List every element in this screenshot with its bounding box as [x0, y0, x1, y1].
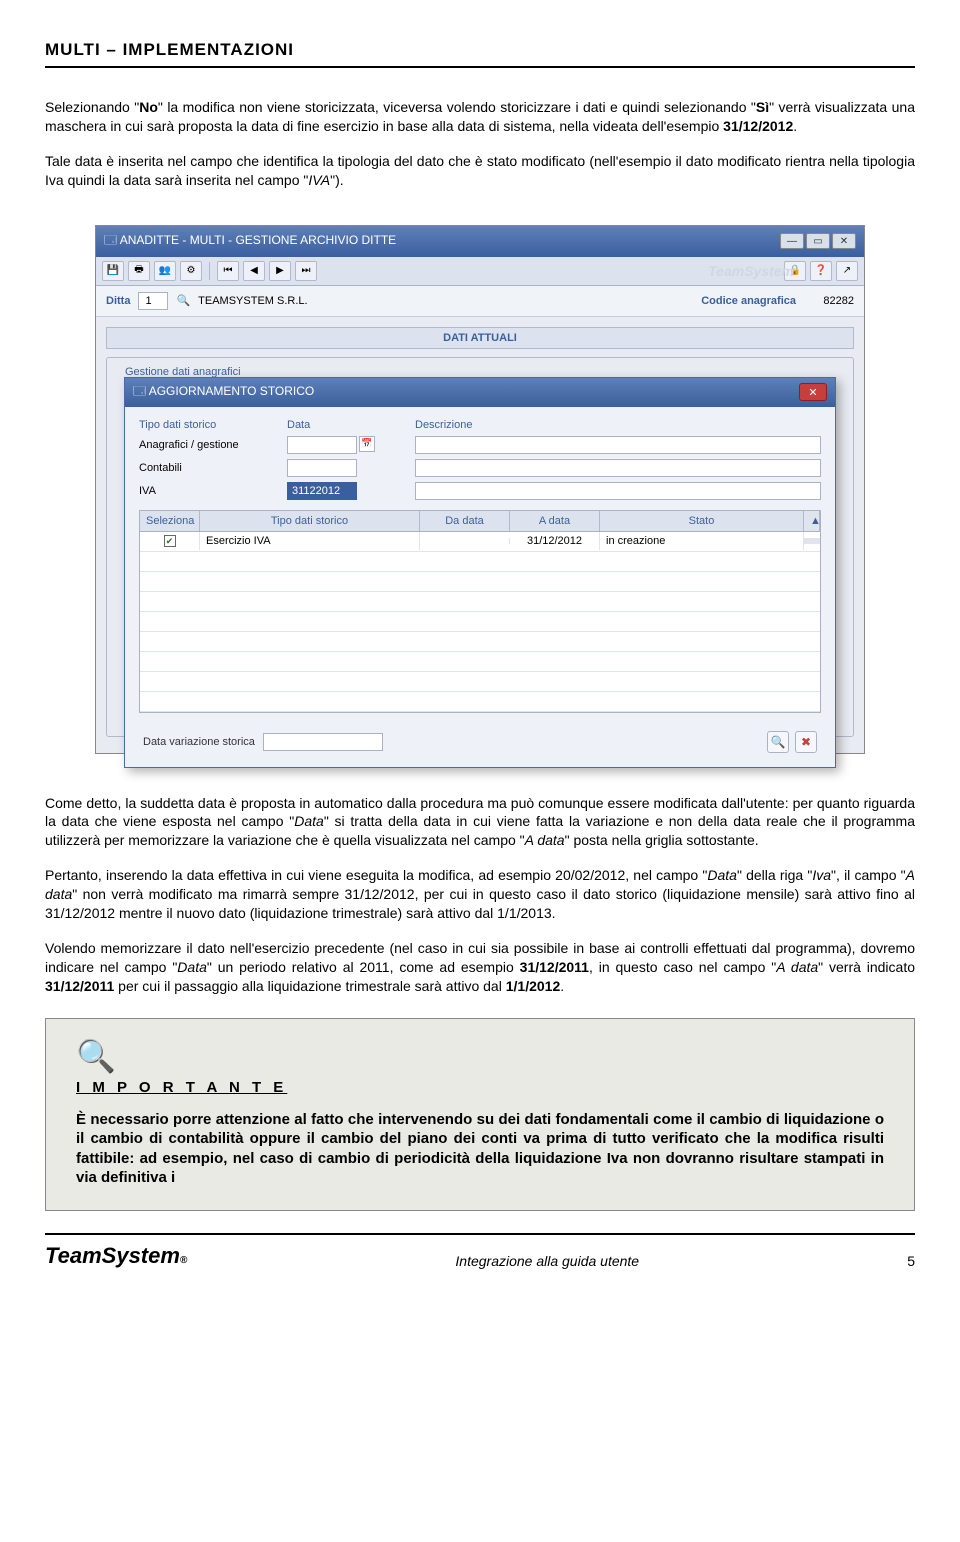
brand-watermark: TeamSystem: [708, 263, 794, 279]
minimize-button[interactable]: —: [780, 233, 804, 249]
important-note: 🔍 I M P O R T A N T E È necessario porre…: [45, 1018, 915, 1211]
footer-center-text: Integrazione alla guida utente: [455, 1253, 639, 1269]
modal-close-button[interactable]: ✕: [799, 383, 827, 401]
note-text: È necessario porre attenzione al fatto c…: [76, 1110, 884, 1188]
close-button[interactable]: ✕: [832, 233, 856, 249]
grid-cell-tipo: Esercizio IVA: [200, 532, 420, 550]
window-title-text: 🗔 ANADITTE - MULTI - GESTIONE ARCHIVIO D…: [104, 231, 396, 252]
row-iva-label: IVA: [139, 485, 279, 497]
tool-icon[interactable]: ⚙: [180, 261, 202, 281]
col-tipo-header: Tipo dati storico: [139, 419, 279, 431]
lookup-icon[interactable]: 🔍: [176, 294, 190, 307]
header-rule: [45, 66, 915, 68]
save-icon[interactable]: 💾: [102, 261, 124, 281]
main-area: DATI ATTUALI Gestione dati anagrafici 🗔 …: [96, 317, 864, 753]
search-button[interactable]: 🔍: [767, 731, 789, 753]
last-icon[interactable]: ⏭: [295, 261, 317, 281]
prev-icon[interactable]: ◀: [243, 261, 265, 281]
row-contabili-label: Contabili: [139, 462, 279, 474]
modal-title-text: 🗔 AGGIORNAMENTO STORICO: [133, 382, 314, 403]
users-icon[interactable]: 👥: [154, 261, 176, 281]
paragraph-3: Come detto, la suddetta data è proposta …: [45, 794, 915, 851]
ditta-name: TEAMSYSTEM S.R.L.: [198, 295, 307, 307]
first-icon[interactable]: ⏮: [217, 261, 239, 281]
footer-logo: TeamSystem®: [45, 1243, 187, 1269]
window-titlebar: 🗔 ANADITTE - MULTI - GESTIONE ARCHIVIO D…: [96, 226, 864, 257]
codice-label: Codice anagrafica: [701, 295, 796, 307]
app-screenshot: 🗔 ANADITTE - MULTI - GESTIONE ARCHIVIO D…: [95, 225, 865, 754]
grid-col-adata: A data: [510, 511, 600, 531]
grid-scroll-up[interactable]: ▲: [804, 511, 820, 531]
col-desc-header: Descrizione: [415, 419, 821, 431]
paragraph-1: Selezionando "No" la modifica non viene …: [45, 98, 915, 136]
modal-dialog: 🗔 AGGIORNAMENTO STORICO ✕ Tipo dati stor…: [124, 377, 836, 768]
anagrafici-data-input[interactable]: [287, 436, 357, 454]
data-variazione-label: Data variazione storica: [143, 736, 255, 748]
page-header: MULTI – IMPLEMENTAZIONI: [45, 40, 915, 60]
grid-cell-adata: 31/12/2012: [510, 532, 600, 550]
print-icon[interactable]: 🖶: [128, 261, 150, 281]
info-bar: Ditta 1 🔍 TEAMSYSTEM S.R.L. Codice anagr…: [96, 286, 864, 317]
grid-row[interactable]: ✔ Esercizio IVA 31/12/2012 in creazione: [140, 532, 820, 552]
toolbar: 💾 🖶 👥 ⚙ ⏮ ◀ ▶ ⏭ TeamSystem 🔒 ❓ ↗: [96, 257, 864, 286]
note-title: I M P O R T A N T E: [76, 1079, 884, 1096]
contabili-data-input[interactable]: [287, 459, 357, 477]
col-data-header: Data: [287, 419, 407, 431]
row-checkbox[interactable]: ✔: [164, 535, 176, 547]
magnifier-icon: 🔍: [76, 1037, 884, 1075]
paragraph-2: Tale data è inserita nel campo che ident…: [45, 152, 915, 190]
help-icon[interactable]: ❓: [810, 261, 832, 281]
history-grid: Seleziona Tipo dati storico Da data A da…: [139, 510, 821, 713]
grid-col-dadata: Da data: [420, 511, 510, 531]
grid-col-seleziona: Seleziona: [140, 511, 200, 531]
iva-data-input[interactable]: 31122012: [287, 482, 357, 500]
grid-cell-dadata: [420, 538, 510, 544]
dati-attuali-header: DATI ATTUALI: [106, 327, 854, 349]
grid-col-tipo: Tipo dati storico: [200, 511, 420, 531]
calendar-icon[interactable]: 📅: [359, 436, 375, 452]
footer-page-number: 5: [907, 1253, 915, 1269]
grid-cell-stato: in creazione: [600, 532, 804, 550]
row-anagrafici-label: Anagrafici / gestione: [139, 439, 279, 451]
ditta-number: 1: [138, 292, 168, 310]
data-variazione-input[interactable]: [263, 733, 383, 751]
delete-button[interactable]: ✖: [795, 731, 817, 753]
anagrafici-desc-input[interactable]: [415, 436, 821, 454]
next-icon[interactable]: ▶: [269, 261, 291, 281]
iva-desc-input[interactable]: [415, 482, 821, 500]
grid-col-stato: Stato: [600, 511, 804, 531]
ditta-label: Ditta: [106, 295, 130, 307]
paragraph-5: Volendo memorizzare il dato nell'eserciz…: [45, 939, 915, 996]
contabili-desc-input[interactable]: [415, 459, 821, 477]
exit-icon[interactable]: ↗: [836, 261, 858, 281]
maximize-button[interactable]: ▭: [806, 233, 830, 249]
codice-value: 82282: [804, 295, 854, 307]
paragraph-4: Pertanto, inserendo la data effettiva in…: [45, 866, 915, 923]
page-footer: TeamSystem® Integrazione alla guida uten…: [45, 1233, 915, 1269]
